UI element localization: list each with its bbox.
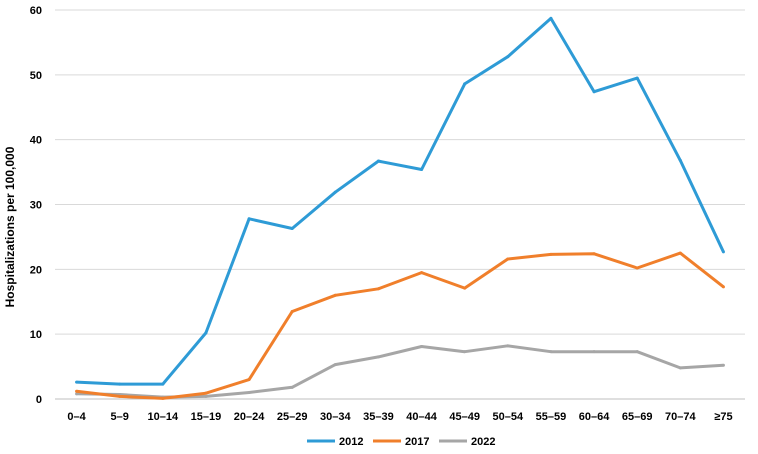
x-tick-label: 30–34 <box>320 411 351 423</box>
data-point <box>118 382 122 386</box>
series-lines <box>75 16 725 400</box>
data-point <box>635 76 639 80</box>
data-point <box>204 391 208 395</box>
x-tick-label: 50–54 <box>493 411 524 423</box>
legend: 2012 2017 2022 <box>307 436 495 448</box>
data-point <box>290 309 294 313</box>
y-tick-label: 0 <box>36 394 42 406</box>
data-point <box>290 226 294 230</box>
x-tick-label: 0–4 <box>67 411 86 423</box>
x-tick-label: 5–9 <box>111 411 129 423</box>
y-tick-label: 10 <box>30 329 42 341</box>
data-point <box>506 55 510 59</box>
data-point <box>247 378 251 382</box>
data-point <box>506 257 510 261</box>
data-point <box>721 363 725 367</box>
data-point <box>635 350 639 354</box>
data-point <box>75 389 79 393</box>
data-point <box>549 350 553 354</box>
x-tick-label: 20–24 <box>234 411 265 423</box>
legend-label: 2017 <box>405 436 429 448</box>
series-2017 <box>75 251 725 400</box>
data-point <box>678 366 682 370</box>
x-tick-label: 25–29 <box>277 411 308 423</box>
data-point <box>118 394 122 398</box>
data-point <box>247 391 251 395</box>
legend-item: 2012 <box>307 436 363 448</box>
data-point <box>463 350 467 354</box>
data-point <box>635 266 639 270</box>
legend-item: 2022 <box>439 436 495 448</box>
data-point <box>161 396 165 400</box>
y-tick-label: 50 <box>30 70 42 82</box>
data-point <box>463 82 467 86</box>
data-point <box>333 293 337 297</box>
data-point <box>549 252 553 256</box>
x-tick-label: 35–39 <box>363 411 394 423</box>
y-tick-label: 30 <box>30 200 42 212</box>
y-tick-label: 20 <box>30 264 42 276</box>
y-tick-label: 60 <box>30 5 42 17</box>
data-point <box>247 217 251 221</box>
x-tick-label: 70–74 <box>665 411 696 423</box>
data-point <box>204 331 208 335</box>
series-line-2017 <box>76 251 725 400</box>
data-point <box>376 159 380 163</box>
data-point <box>592 252 596 256</box>
x-tick-label: 65–69 <box>622 411 653 423</box>
data-point <box>161 382 165 386</box>
data-point <box>420 167 424 171</box>
legend-item: 2017 <box>373 436 429 448</box>
x-tick-label: 40–44 <box>406 411 437 423</box>
data-point <box>678 158 682 162</box>
x-tick-label: 55–59 <box>536 411 567 423</box>
data-point <box>549 16 553 20</box>
data-point <box>463 286 467 290</box>
gridlines <box>55 9 745 400</box>
data-point <box>376 355 380 359</box>
x-tick-label: 60–64 <box>579 411 610 423</box>
data-point <box>333 363 337 367</box>
y-axis-title: Hospitalizations per 100,000 <box>3 146 17 307</box>
x-tick-label: 15–19 <box>191 411 222 423</box>
data-point <box>506 344 510 348</box>
legend-label: 2012 <box>339 436 363 448</box>
data-point <box>592 350 596 354</box>
series-2012 <box>75 16 725 386</box>
y-tick-label: 40 <box>30 135 42 147</box>
data-point <box>721 250 725 254</box>
data-point <box>678 251 682 255</box>
series-line-2012 <box>76 16 725 386</box>
y-axis-tick-labels: 0 10 20 30 40 50 60 <box>30 5 42 406</box>
x-tick-label: 45–49 <box>449 411 480 423</box>
data-point <box>290 385 294 389</box>
x-tick-label: ≥75 <box>714 411 732 423</box>
data-point <box>420 344 424 348</box>
data-point <box>333 190 337 194</box>
legend-label: 2022 <box>471 436 495 448</box>
data-point <box>75 392 79 396</box>
data-point <box>204 394 208 398</box>
data-point <box>420 271 424 275</box>
data-point <box>721 285 725 289</box>
data-point <box>75 380 79 384</box>
data-point <box>592 90 596 94</box>
x-tick-label: 10–14 <box>148 411 179 423</box>
data-point <box>376 287 380 291</box>
x-axis-tick-labels: 0–4 5–9 10–14 15–19 20–24 25–29 30–34 35–39 40–4… <box>67 411 732 423</box>
